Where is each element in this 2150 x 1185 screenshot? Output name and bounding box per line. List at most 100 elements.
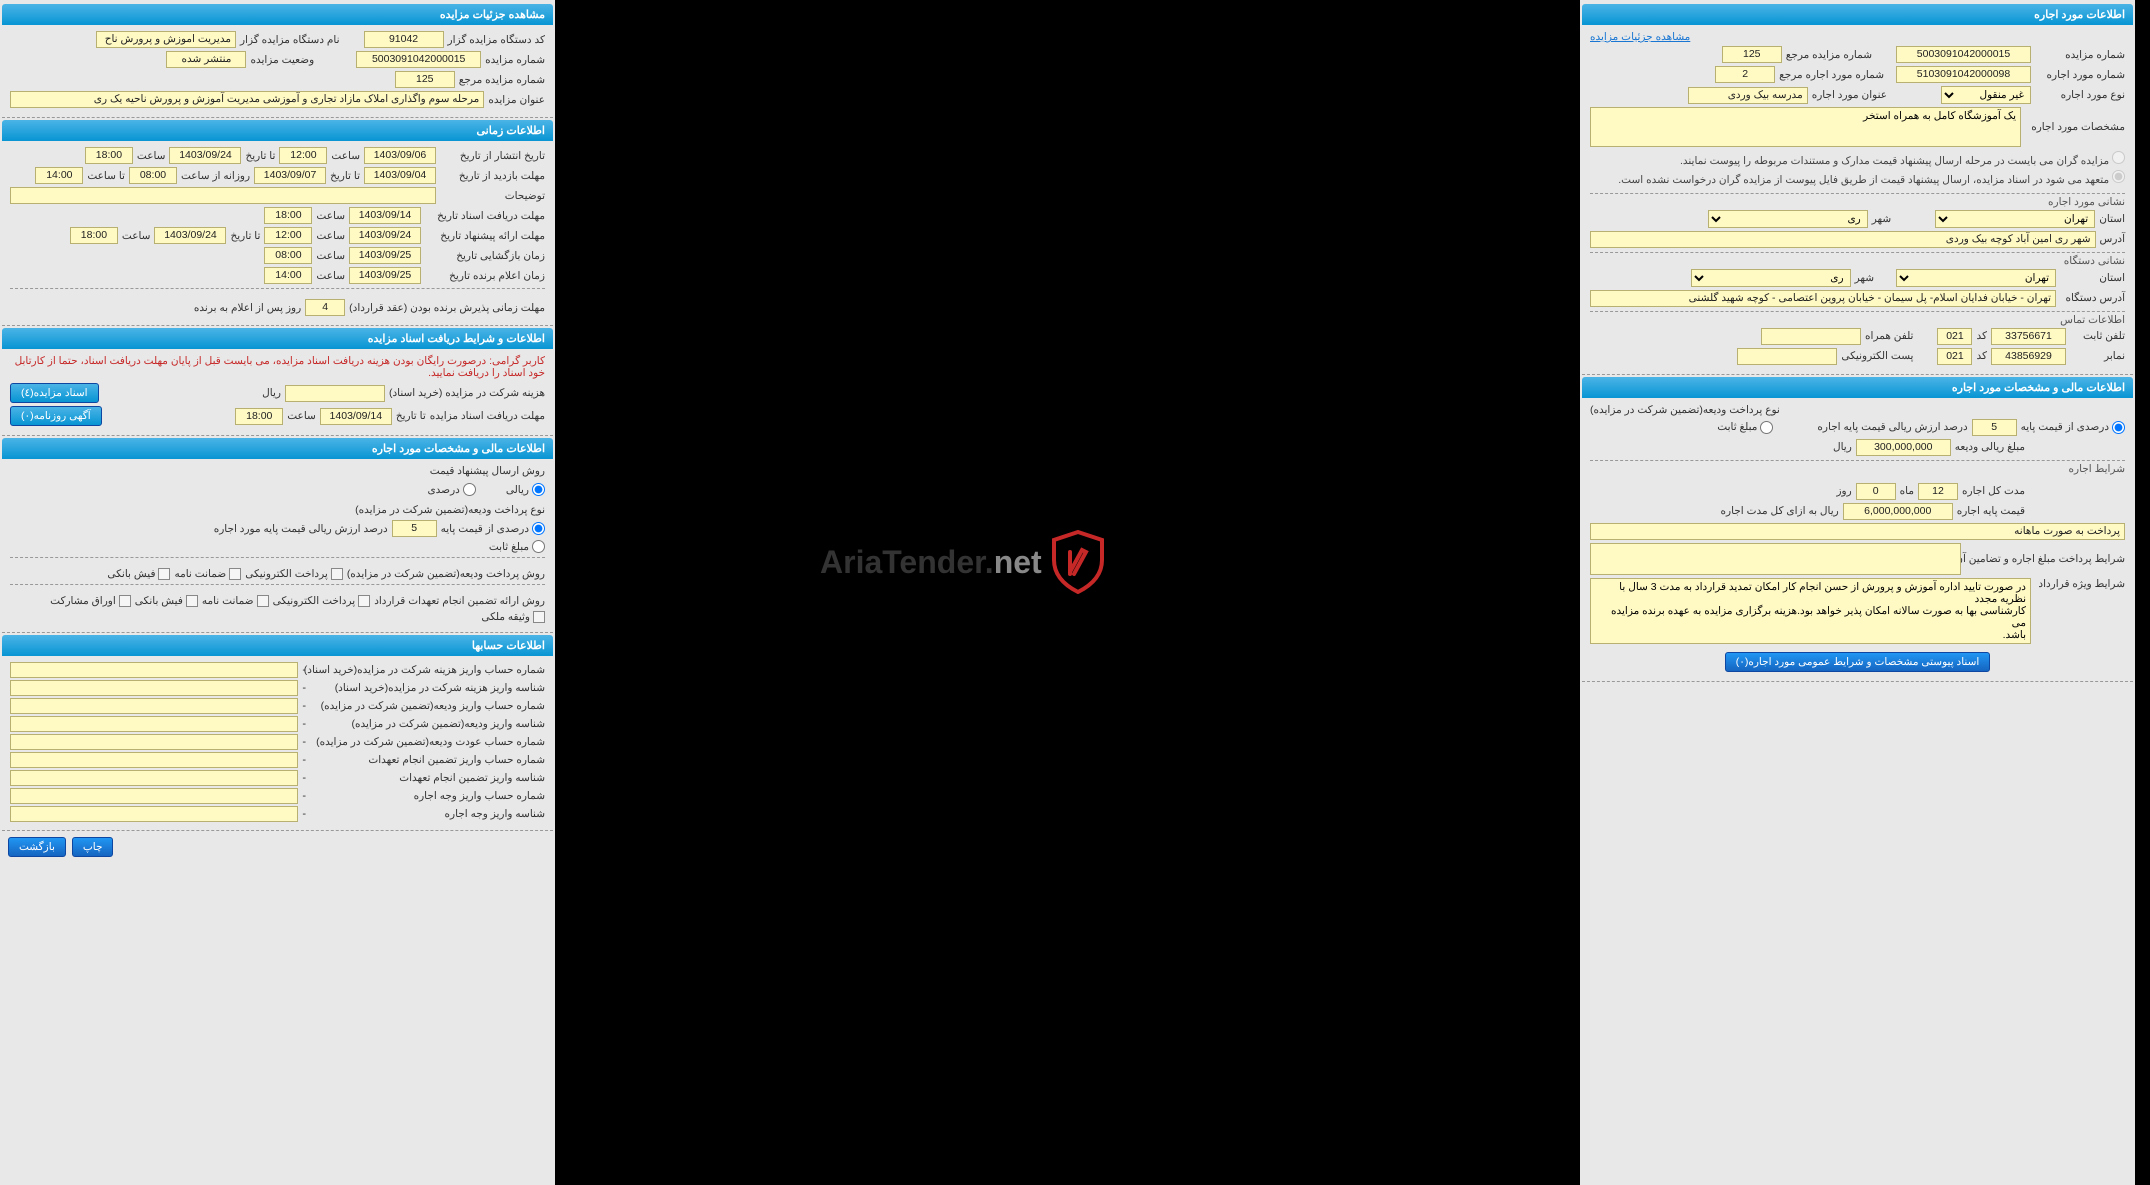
- note1: مزایده گران می بایست در مرحله ارسال پیشن…: [1590, 151, 2125, 170]
- print-button[interactable]: چاپ: [72, 837, 114, 857]
- doc-recv-header: اطلاعات و شرایط دریافت اسناد مزایده: [2, 328, 553, 349]
- rial-label-1: ریال: [262, 387, 281, 399]
- realestate-check[interactable]: وثیقه ملکی: [481, 611, 545, 623]
- acct6-field: [10, 752, 298, 768]
- guarantee-check[interactable]: ضمانت نامه: [174, 568, 241, 580]
- fax-label: نمابر: [2070, 350, 2125, 362]
- pct-base-radio-r[interactable]: درصدی از قیمت پایه: [441, 522, 545, 535]
- hour-label-6: ساعت: [316, 250, 345, 262]
- rent-no-label: شماره مورد اجاره: [2035, 69, 2125, 81]
- open-hour-field: 08:00: [264, 247, 312, 264]
- pay-cond-field: [1590, 543, 1961, 575]
- win-date-field: 1403/09/25: [349, 267, 421, 284]
- desc-field: [10, 187, 436, 204]
- fixed-radio-r[interactable]: مبلغ ثابت: [489, 540, 545, 553]
- auction-no-label: شماره مزایده: [485, 54, 545, 66]
- visit-until-field: 1403/09/07: [254, 167, 326, 184]
- hour-label-7: ساعت: [316, 270, 345, 282]
- pub-until-hour-field: 18:00: [85, 147, 133, 164]
- acct2-field: [10, 680, 298, 696]
- device-name-field: مدیریت اموزش و پرورش ناح: [96, 31, 236, 48]
- auction-no-field-l: 5003091042000015: [1896, 46, 2031, 63]
- bankslip-check[interactable]: فیش بانکی: [107, 568, 170, 580]
- hour-label-2: ساعت: [137, 150, 166, 162]
- bankslip-check2[interactable]: فیش بانکی: [135, 595, 198, 607]
- ref-no-label: شماره مزایده مرجع: [459, 74, 545, 86]
- pct-base-radio-l[interactable]: درصدی از قیمت پایه: [2021, 421, 2125, 434]
- part-fee-field: [285, 385, 385, 402]
- left-panel: اطلاعات مورد اجاره مشاهده جزئیات مزایده …: [1580, 0, 2135, 1185]
- acct6-label: شماره حساب واریز تضمین انجام تعهدات: [310, 754, 545, 766]
- winner-accept-label: مهلت زمانی پذیرش برنده بودن (عقد قرارداد…: [349, 302, 545, 314]
- visit-date-field: 1403/09/04: [364, 167, 436, 184]
- attachment-docs-button[interactable]: اسناد پیوستی مشخصات و شرایط عمومی مورد ا…: [1725, 652, 1991, 672]
- fin-header-l: اطلاعات مالی و مشخصات مورد اجاره: [1582, 377, 2133, 398]
- guarantee-check2[interactable]: ضمانت نامه: [202, 595, 269, 607]
- rial-radio[interactable]: ریالی: [506, 483, 545, 496]
- dev-city-select[interactable]: ری: [1691, 269, 1851, 287]
- rent-spec-label: مشخصات مورد اجاره: [2025, 121, 2125, 133]
- auction-docs-button[interactable]: اسناد مزایده(٤): [10, 383, 99, 403]
- acct7-label: شناسه واریز تضمین انجام تعهدات: [310, 772, 545, 784]
- back-button[interactable]: بازگشت: [8, 837, 66, 857]
- fin-header-r: اطلاعات مالی و مشخصات مورد اجاره: [2, 438, 553, 459]
- acct9-label: شناسه واریز وجه اجاره: [310, 808, 545, 820]
- offer-date-field: 1403/09/24: [349, 227, 421, 244]
- fixed-radio-l[interactable]: مبلغ ثابت: [1717, 421, 1773, 434]
- acct8-label: شماره حساب واریز وجه اجاره: [310, 790, 545, 802]
- province-select[interactable]: تهران: [1935, 210, 2095, 228]
- acct1-label: شماره حساب واریز هزینه شرکت در مزایده(خر…: [310, 664, 545, 676]
- pub-date-label: تاریخ انتشار از تاریخ: [440, 150, 545, 162]
- province-label: استان: [2099, 213, 2125, 225]
- code-field-2: 021: [1937, 348, 1972, 365]
- rent-spec-field: یک آموزشگاه کامل به همراه استخر: [1590, 107, 2021, 147]
- doc-hour-field: 18:00: [264, 207, 312, 224]
- city-select[interactable]: ری: [1708, 210, 1868, 228]
- bonds-check[interactable]: اوراق مشارکت: [50, 595, 131, 607]
- total-duration-label: مدت کل اجاره: [1962, 485, 2025, 497]
- code-field-1: 021: [1937, 328, 1972, 345]
- offer-deadline-label: مهلت ارائه پیشنهاد تاریخ: [425, 230, 545, 242]
- warning-text: کاربر گرامی: درصورت رایگان بودن هزینه در…: [10, 355, 545, 379]
- until-label-4: تا تاریخ: [396, 410, 426, 422]
- month-label: ماه: [1900, 485, 1914, 497]
- dev-province-select[interactable]: تهران: [1896, 269, 2056, 287]
- to-hour-label: تا ساعت: [87, 170, 125, 182]
- details-link[interactable]: مشاهده جزئیات مزایده: [1590, 31, 1690, 43]
- email-field: [1737, 348, 1837, 365]
- right-panel: مشاهده جزئیات مزایده کد دستگاه مزایده گز…: [0, 0, 555, 1185]
- deposit-amt-label: مبلغ ریالی ودیعه: [1955, 441, 2025, 453]
- dev-province-label: استان: [2060, 272, 2125, 284]
- phone-field: 33756671: [1991, 328, 2066, 345]
- pct-base-suffix-r: درصد ارزش ریالی قیمت پایه مورد اجاره: [214, 523, 388, 535]
- desc-label: توضیحات: [440, 190, 545, 202]
- send-method-label: روش ارسال پیشنهاد قیمت: [10, 465, 545, 477]
- rent-no-field: 5103091042000098: [1896, 66, 2031, 83]
- device-code-field: 91042: [364, 31, 444, 48]
- acct4-label: شناسه واریز ودیعه(تضمین شرکت در مزایده): [310, 718, 545, 730]
- device-name-label: نام دستگاه مزایده گزار: [240, 34, 340, 46]
- acct9-field: [10, 806, 298, 822]
- title-label: عنوان مزایده: [488, 94, 545, 106]
- rent-type-label: نوع مورد اجاره: [2035, 89, 2125, 101]
- epay-check2[interactable]: پرداخت الکترونیکی: [273, 595, 371, 607]
- rent-type-select[interactable]: غیر منقول: [1941, 86, 2031, 104]
- hour-label-4: ساعت: [316, 230, 345, 242]
- pay-cond-label: شرایط پرداخت مبلغ اجاره و تضامین آن: [1965, 553, 2125, 565]
- shield-icon: [1050, 530, 1106, 594]
- title-field: مرحله سوم واگذاری املاک مازاد تجاری و آم…: [10, 91, 484, 108]
- acct7-field: [10, 770, 298, 786]
- pct-radio[interactable]: درصدی: [427, 483, 475, 496]
- deposit-amt-field: 300,000,000: [1856, 439, 1951, 456]
- acct5-label: شماره حساب عودت ودیعه(تضمین شرکت در مزای…: [310, 736, 545, 748]
- code-label-2: کد: [1976, 350, 1987, 362]
- newspaper-ad-button[interactable]: آگهی روزنامه(٠): [10, 406, 102, 426]
- mobile-label: تلفن همراه: [1865, 330, 1913, 342]
- mobile-field: [1761, 328, 1861, 345]
- base-price-suffix: ریال به ازای کل مدت اجاره: [1721, 505, 1839, 517]
- auction-no-label-l: شماره مزایده: [2035, 49, 2125, 61]
- doc-date-field: 1403/09/14: [349, 207, 421, 224]
- epay-check[interactable]: پرداخت الکترونیکی: [245, 568, 343, 580]
- doc-recv-deadline-label: مهلت دریافت اسناد مزایده: [430, 410, 545, 422]
- days-field: 0: [1856, 483, 1896, 500]
